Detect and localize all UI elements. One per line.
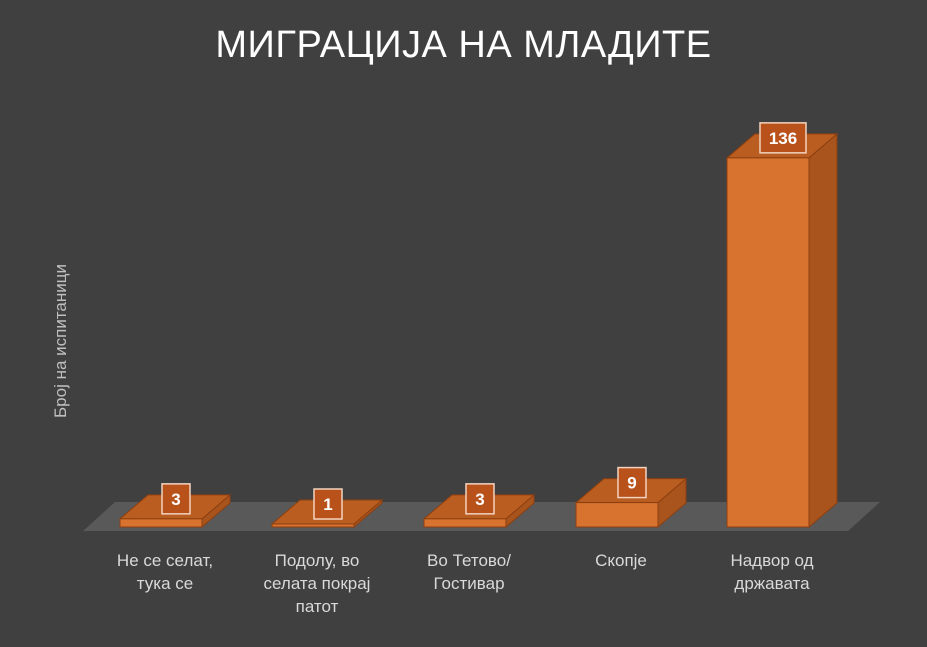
- data-label-1: 3: [171, 490, 180, 509]
- bar-side-5: [808, 132, 838, 529]
- data-label-5: 136: [769, 129, 797, 148]
- data-label-box-2: [313, 488, 343, 520]
- bar-4: [575, 502, 659, 528]
- bar-1: [119, 518, 203, 528]
- data-label-box-3: [465, 483, 495, 515]
- chart-title: МИГРАЦИЈА НА МЛАДИТЕ: [215, 24, 712, 66]
- x-tick-label-1: Не се селат, тука се: [116, 551, 214, 593]
- data-label-2: 1: [323, 495, 332, 514]
- bar-3: [423, 518, 507, 528]
- data-label-3: 3: [475, 490, 484, 509]
- data-label-4: 9: [627, 474, 636, 493]
- data-label-box-5: [759, 122, 807, 154]
- x-tick-label-4: Скопје: [595, 551, 647, 570]
- bar-5: [726, 157, 810, 528]
- data-label-box-4: [617, 466, 647, 499]
- bar-2: [271, 523, 355, 528]
- x-tick-label-5: Надвор од државата: [730, 551, 814, 593]
- x-tick-label-2: Подолу, во селата покрај патот: [263, 551, 371, 616]
- x-tick-label-3: Во Тетово/ Гостивар: [427, 551, 511, 593]
- data-label-box-1: [161, 483, 191, 515]
